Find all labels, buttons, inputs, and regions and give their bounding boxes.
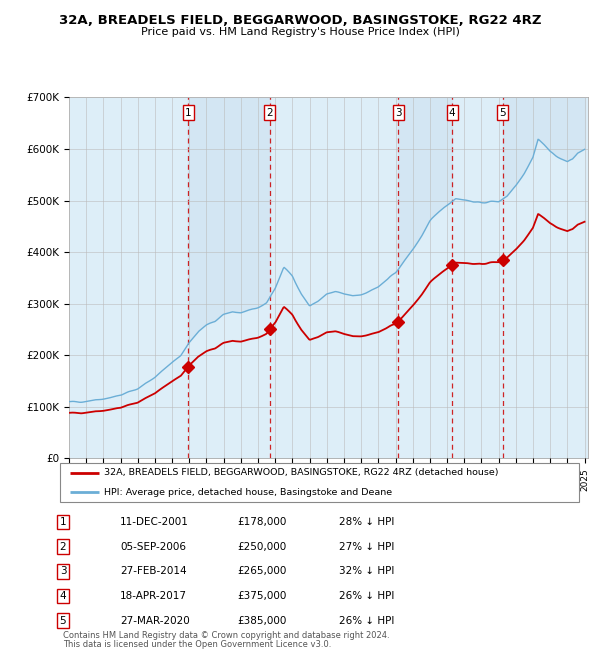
Text: HPI: Average price, detached house, Basingstoke and Deane: HPI: Average price, detached house, Basi… — [104, 488, 392, 497]
Text: Price paid vs. HM Land Registry's House Price Index (HPI): Price paid vs. HM Land Registry's House … — [140, 27, 460, 37]
Text: £250,000: £250,000 — [237, 541, 286, 551]
Text: 3: 3 — [395, 108, 401, 118]
Text: £375,000: £375,000 — [237, 591, 286, 601]
Text: 1: 1 — [59, 517, 67, 526]
Bar — [398, 98, 452, 458]
Text: £265,000: £265,000 — [237, 566, 286, 576]
Text: 32A, BREADELS FIELD, BEGGARWOOD, BASINGSTOKE, RG22 4RZ: 32A, BREADELS FIELD, BEGGARWOOD, BASINGS… — [59, 14, 541, 27]
Text: Contains HM Land Registry data © Crown copyright and database right 2024.: Contains HM Land Registry data © Crown c… — [63, 631, 389, 640]
Text: 4: 4 — [59, 591, 67, 601]
Text: 3: 3 — [59, 566, 67, 576]
Text: 05-SEP-2006: 05-SEP-2006 — [120, 541, 186, 551]
Text: £385,000: £385,000 — [237, 616, 286, 625]
Text: 27% ↓ HPI: 27% ↓ HPI — [339, 541, 394, 551]
Text: 32% ↓ HPI: 32% ↓ HPI — [339, 566, 394, 576]
Text: 27-MAR-2020: 27-MAR-2020 — [120, 616, 190, 625]
Text: 27-FEB-2014: 27-FEB-2014 — [120, 566, 187, 576]
Text: £178,000: £178,000 — [237, 517, 286, 526]
Text: 2: 2 — [59, 541, 67, 551]
Text: 5: 5 — [59, 616, 67, 625]
Text: 2: 2 — [266, 108, 273, 118]
Text: 1: 1 — [185, 108, 191, 118]
Text: This data is licensed under the Open Government Licence v3.0.: This data is licensed under the Open Gov… — [63, 640, 331, 649]
FancyBboxPatch shape — [60, 463, 579, 502]
Text: 18-APR-2017: 18-APR-2017 — [120, 591, 187, 601]
Text: 5: 5 — [499, 108, 506, 118]
Bar — [188, 98, 270, 458]
Text: 26% ↓ HPI: 26% ↓ HPI — [339, 616, 394, 625]
Text: 11-DEC-2001: 11-DEC-2001 — [120, 517, 189, 526]
Text: 26% ↓ HPI: 26% ↓ HPI — [339, 591, 394, 601]
Bar — [503, 98, 584, 458]
Text: 28% ↓ HPI: 28% ↓ HPI — [339, 517, 394, 526]
Text: 4: 4 — [449, 108, 455, 118]
Text: 32A, BREADELS FIELD, BEGGARWOOD, BASINGSTOKE, RG22 4RZ (detached house): 32A, BREADELS FIELD, BEGGARWOOD, BASINGS… — [104, 468, 499, 477]
